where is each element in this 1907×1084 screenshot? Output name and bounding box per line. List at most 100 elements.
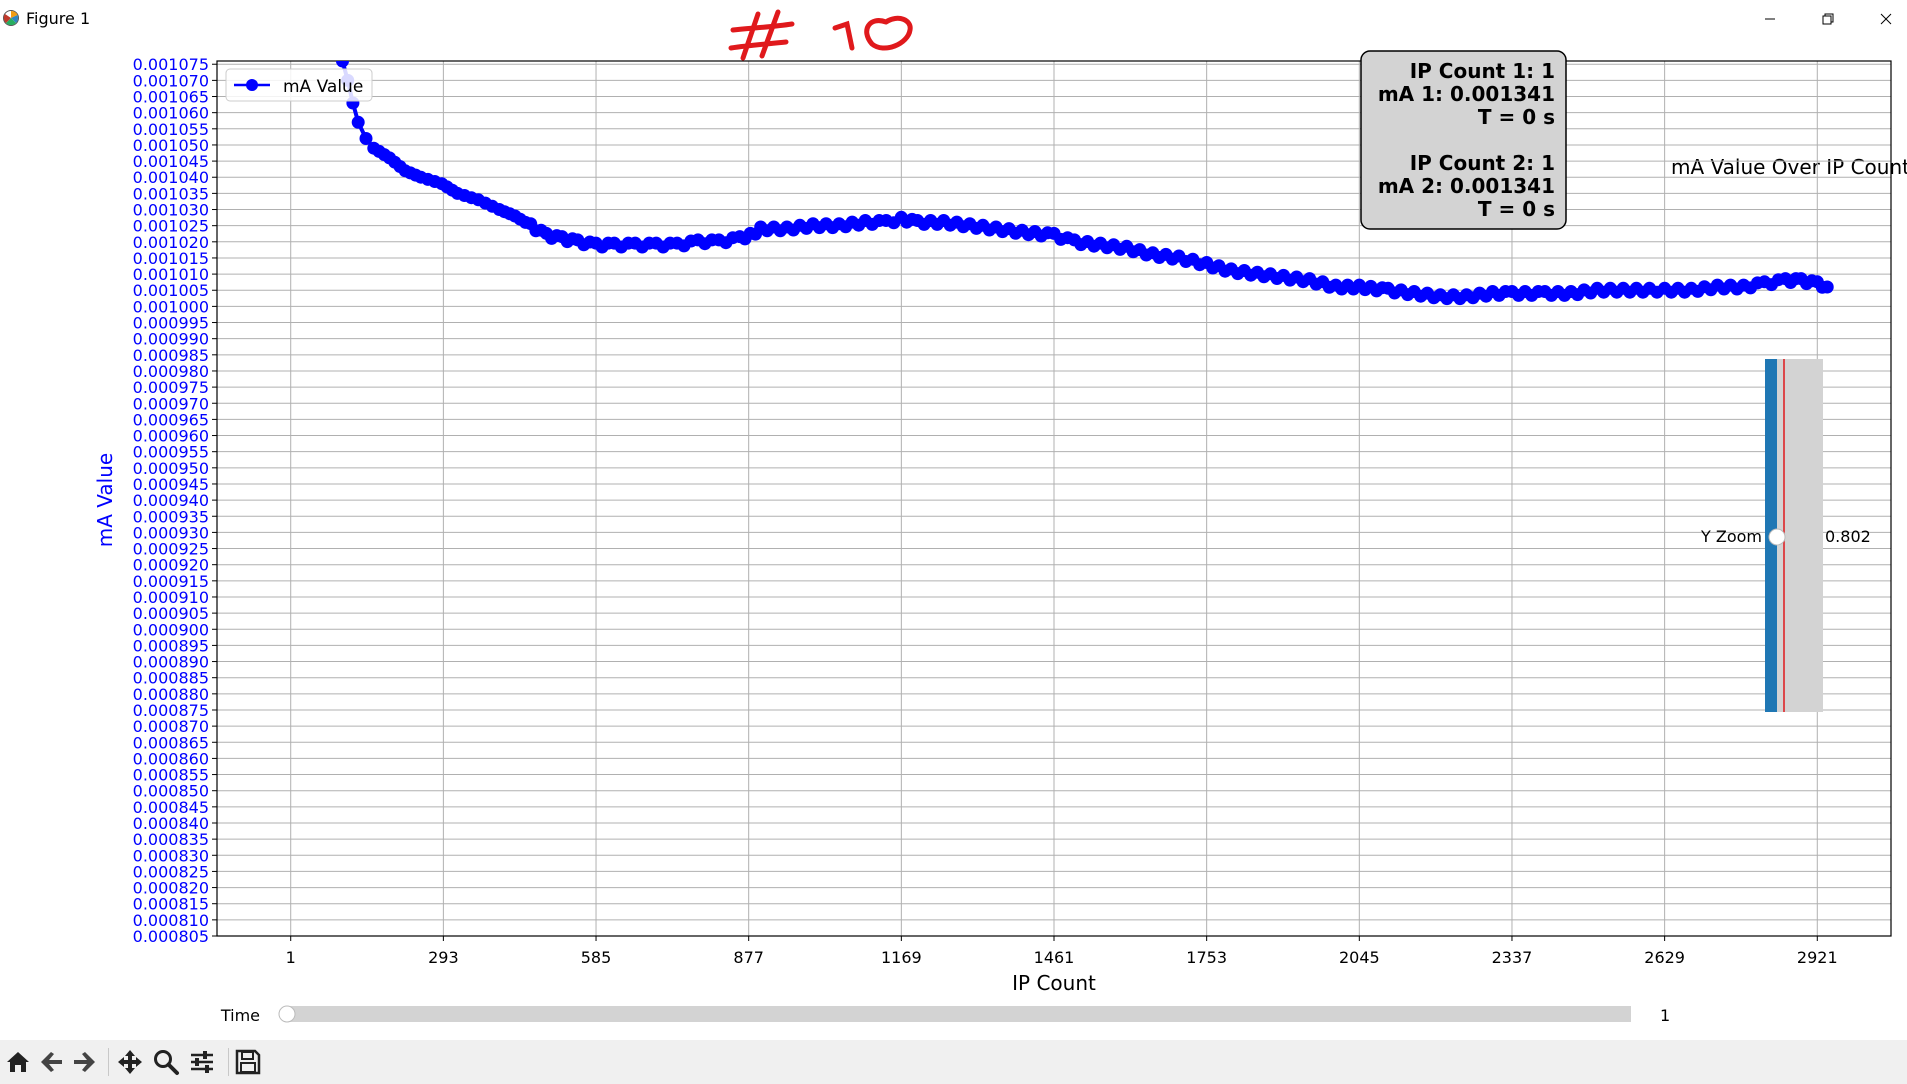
y-tick-label: 0.001050	[133, 136, 209, 155]
time-label: Time	[220, 1006, 260, 1025]
restore-icon	[1822, 13, 1834, 25]
y-tick-label: 0.001055	[133, 120, 209, 139]
y-tick-label: 0.000845	[133, 798, 209, 817]
configure-subplots-button[interactable]	[186, 1046, 218, 1078]
plot-area[interactable]	[216, 60, 1892, 937]
forward-icon	[74, 1052, 95, 1072]
y-tick-label: 0.000910	[133, 588, 209, 607]
y-tick-label: 0.001005	[133, 281, 209, 300]
time-handle[interactable]	[278, 1005, 296, 1023]
y-zoom-slider[interactable]: Y Zoom 0.802	[1700, 359, 1871, 712]
time-value: 1	[1660, 1006, 1670, 1025]
x-tick-label: 1	[286, 948, 296, 967]
time-slider[interactable]: Time 1	[220, 1005, 1670, 1025]
y-tick-label: 0.000895	[133, 636, 209, 655]
home-icon	[7, 1052, 29, 1072]
grid	[217, 61, 1891, 937]
data-point	[351, 115, 365, 129]
data-point	[359, 132, 373, 145]
minimize-icon	[1765, 18, 1775, 20]
y-tick-label: 0.000980	[133, 362, 209, 381]
data-point	[336, 61, 349, 68]
x-tick-label: 1753	[1186, 948, 1227, 967]
y-tick-label: 0.000885	[133, 669, 209, 688]
y-tick-label: 0.001025	[133, 217, 209, 236]
x-tick-label: 2045	[1339, 948, 1380, 967]
y-tick-label: 0.000940	[133, 491, 209, 510]
matplotlib-icon	[3, 10, 19, 26]
minimize-button[interactable]	[1747, 0, 1793, 38]
y-tick-label: 0.000925	[133, 540, 209, 559]
legend-label: mA Value	[283, 77, 363, 97]
x-axis-label: IP Count	[1012, 971, 1096, 995]
y-tick-label: 0.001030	[133, 201, 209, 220]
zoom-icon	[154, 1050, 179, 1075]
legend-marker	[246, 79, 258, 91]
y-zoom-handle[interactable]	[1768, 528, 1786, 546]
x-tick-label: 1461	[1034, 948, 1075, 967]
y-tick-label: 0.000830	[133, 846, 209, 865]
x-tick-label: 2921	[1797, 948, 1838, 967]
y-tick-label: 0.001000	[133, 297, 209, 316]
y-zoom-label: Y Zoom	[1700, 527, 1762, 546]
y-tick-label: 0.000960	[133, 427, 209, 446]
toolbar-separator	[108, 1048, 109, 1076]
figure-canvas[interactable]: mA Value Over IP Count 0.0008050.0008100…	[0, 0, 1907, 1040]
y-tick-label: 0.001060	[133, 104, 209, 123]
y-tick-label: 0.000855	[133, 766, 209, 785]
zoom-button[interactable]	[150, 1046, 182, 1078]
x-tick-label: 2629	[1644, 948, 1685, 967]
y-tick-label: 0.000930	[133, 523, 209, 542]
series-mA-value	[336, 61, 1834, 306]
y-tick-label: 0.000835	[133, 830, 209, 849]
y-tick-label: 0.000900	[133, 620, 209, 639]
y-tick-label: 0.000985	[133, 346, 209, 365]
forward-button[interactable]	[68, 1046, 100, 1078]
home-button[interactable]	[2, 1046, 34, 1078]
restore-button[interactable]	[1805, 0, 1851, 38]
pan-icon	[118, 1050, 142, 1074]
y-tick-label: 0.000825	[133, 862, 209, 881]
y-tick-label: 0.000905	[133, 604, 209, 623]
x-tick-label: 2337	[1492, 948, 1533, 967]
y-tick-label: 0.000920	[133, 556, 209, 575]
y-tick-label: 0.000950	[133, 459, 209, 478]
chart-title: mA Value Over IP Count	[1671, 155, 1907, 179]
data-point	[1820, 280, 1834, 294]
y-tick-label: 0.001045	[133, 152, 209, 171]
info-line: mA 1: 0.001341	[1378, 82, 1555, 106]
info-box: IP Count 1: 1 mA 1: 0.001341 T = 0 s IP …	[1360, 50, 1567, 230]
time-track[interactable]	[287, 1006, 1631, 1022]
y-tick-label: 0.001040	[133, 168, 209, 187]
y-axis-ticks: 0.0008050.0008100.0008150.0008200.000825…	[133, 55, 217, 946]
x-axis-ticks: 1 293 585 877 1169 1461 1753 2045 2337 2629 2921	[286, 936, 1838, 967]
y-tick-label: 0.000945	[133, 475, 209, 494]
toolbar-separator	[228, 1048, 229, 1076]
back-icon	[41, 1052, 62, 1072]
y-tick-label: 0.000955	[133, 443, 209, 462]
y-tick-label: 0.000975	[133, 378, 209, 397]
close-button[interactable]	[1863, 0, 1907, 38]
save-button[interactable]	[232, 1046, 264, 1078]
back-button[interactable]	[36, 1046, 68, 1078]
save-icon	[235, 1049, 261, 1075]
navigation-toolbar	[0, 1040, 1907, 1084]
window-title: Figure 1	[26, 9, 91, 28]
y-tick-label: 0.000860	[133, 749, 209, 768]
y-tick-label: 0.001020	[133, 233, 209, 252]
y-tick-label: 0.000815	[133, 895, 209, 914]
title-bar: Figure 1	[0, 0, 1907, 38]
info-line: T = 0 s	[1478, 105, 1555, 129]
x-tick-label: 1169	[881, 948, 922, 967]
x-tick-label: 293	[428, 948, 459, 967]
y-tick-label: 0.001035	[133, 184, 209, 203]
y-tick-label: 0.000915	[133, 572, 209, 591]
series-line	[340, 61, 1828, 299]
y-tick-label: 0.000995	[133, 314, 209, 333]
info-line: T = 0 s	[1478, 197, 1555, 221]
y-tick-label: 0.000935	[133, 507, 209, 526]
legend: mA Value	[225, 68, 373, 102]
close-icon	[1880, 13, 1892, 25]
y-tick-label: 0.001075	[133, 55, 209, 74]
pan-button[interactable]	[114, 1046, 146, 1078]
